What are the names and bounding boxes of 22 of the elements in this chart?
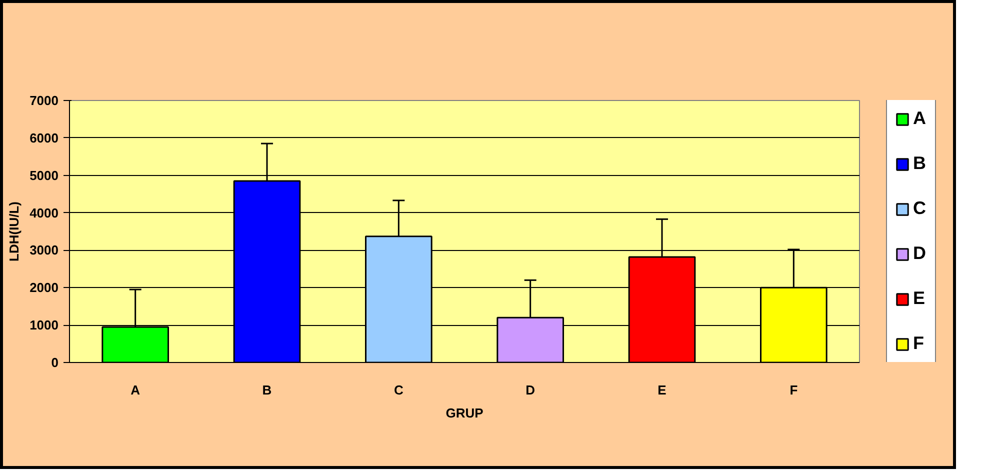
y-tick-label: 6000 bbox=[30, 130, 58, 146]
legend-label: B bbox=[913, 153, 927, 174]
y-tick-label: 5000 bbox=[30, 168, 58, 183]
x-tick-label: D bbox=[526, 382, 536, 398]
x-tick-label: C bbox=[394, 382, 404, 398]
legend-label: A bbox=[913, 108, 927, 129]
legend-label: F bbox=[913, 333, 925, 354]
legend-label: C bbox=[913, 198, 927, 219]
y-tick-label: 1000 bbox=[30, 318, 58, 333]
x-tick-label: E bbox=[658, 382, 667, 398]
y-tick-label: 2000 bbox=[30, 280, 58, 296]
y-axis-title: LDH(IU/L) bbox=[6, 202, 22, 262]
y-tick-label: 7000 bbox=[30, 93, 58, 108]
legend-label: E bbox=[913, 288, 926, 309]
y-tick-label: 4000 bbox=[30, 205, 58, 220]
legend-label: D bbox=[913, 243, 927, 264]
x-axis-title: GRUP bbox=[446, 406, 484, 420]
x-tick-label: A bbox=[130, 382, 141, 398]
y-tick-label: 3000 bbox=[30, 242, 58, 258]
x-tick-label: B bbox=[262, 382, 272, 398]
y-tick-label: 0 bbox=[51, 355, 59, 370]
x-tick-label: F bbox=[790, 382, 798, 398]
